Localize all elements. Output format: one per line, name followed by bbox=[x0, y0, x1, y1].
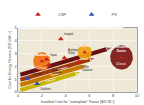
svg-text:DesertSunlight: DesertSunlight bbox=[52, 68, 62, 75]
svg-text:6 hours: 6 hours bbox=[58, 65, 69, 72]
svg-text:CSP: CSP bbox=[58, 12, 67, 17]
svg-text:PV: PV bbox=[112, 12, 118, 17]
svg-text:2: 2 bbox=[41, 93, 44, 98]
svg-text:10 hours: 10 hours bbox=[116, 62, 127, 66]
svg-text:Cost for Energy Returns [$/D k: Cost for Energy Returns [$/D kWh⁻¹] bbox=[8, 31, 12, 89]
svg-text:3 hours: 3 hours bbox=[46, 77, 57, 84]
svg-text:2: 2 bbox=[14, 64, 17, 69]
svg-text:0: 0 bbox=[14, 89, 17, 94]
svg-text:Andasol: Andasol bbox=[36, 53, 48, 57]
svg-text:Installed Cost for "nameplate": Installed Cost for "nameplate" Power [$/… bbox=[41, 100, 115, 104]
svg-text:10: 10 bbox=[135, 93, 140, 98]
svg-text:1: 1 bbox=[14, 77, 17, 82]
svg-text:4 hours: 4 hours bbox=[51, 71, 62, 78]
svg-text:Topaz: Topaz bbox=[50, 53, 58, 57]
svg-text:HeronCabazon: HeronCabazon bbox=[82, 65, 93, 72]
svg-text:8: 8 bbox=[112, 93, 115, 98]
svg-text:2 hours: 2 hours bbox=[40, 83, 51, 90]
svg-text:Chaflores: Chaflores bbox=[40, 87, 52, 91]
svg-text:2.5 hours: 2.5 hours bbox=[36, 66, 48, 70]
svg-text:4: 4 bbox=[14, 38, 17, 43]
svg-text:5: 5 bbox=[14, 25, 17, 30]
svg-text:6: 6 bbox=[88, 93, 91, 98]
svg-text:AntelopeValley: AntelopeValley bbox=[68, 48, 79, 55]
svg-text:4: 4 bbox=[64, 93, 67, 98]
svg-text:3: 3 bbox=[14, 51, 17, 56]
svg-text:0: 0 bbox=[17, 93, 20, 98]
svg-text:CrescentDunes: CrescentDunes bbox=[115, 45, 128, 53]
svg-text:6 hours: 6 hours bbox=[80, 57, 89, 61]
svg-text:Solana: Solana bbox=[80, 44, 90, 48]
svg-text:Lakehurst: Lakehurst bbox=[31, 72, 43, 76]
svg-text:Ivanpah: Ivanpah bbox=[64, 32, 74, 36]
